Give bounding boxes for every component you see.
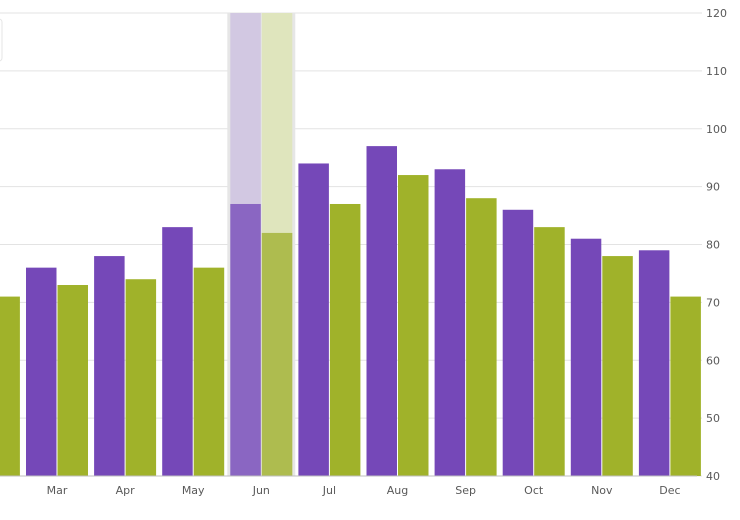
bar-aug-series-2[interactable] — [398, 175, 429, 477]
bar-may-series-1[interactable] — [162, 227, 193, 476]
bar-nov-series-2[interactable] — [602, 256, 633, 476]
y-tick-label: 60 — [706, 354, 720, 367]
bars — [0, 146, 701, 477]
bar-oct-series-2[interactable] — [534, 227, 565, 476]
y-tick-label: 90 — [706, 181, 720, 194]
x-tick-label: Nov — [591, 484, 613, 497]
y-tick-label: 120 — [706, 7, 727, 20]
x-tick-label: Dec — [659, 484, 680, 497]
bar-mar-series-1[interactable] — [26, 267, 57, 476]
x-tick-label: Jun — [252, 484, 270, 497]
bar-aug-series-1[interactable] — [366, 146, 398, 477]
bar-dec-series-1[interactable] — [638, 250, 670, 476]
y-tick-label: 110 — [706, 65, 727, 78]
bar-feb-series-2[interactable] — [0, 296, 20, 476]
y-tick-label: 100 — [706, 123, 727, 136]
bar-jun-series-1[interactable] — [230, 203, 261, 477]
y-tick-label: 70 — [706, 296, 720, 309]
y-axis-labels: 40 50 60 70 80 90 100 110 120 — [706, 7, 727, 483]
x-tick-label: Sep — [455, 484, 476, 497]
y-tick-label: 50 — [706, 412, 720, 425]
x-tick-label: Oct — [524, 484, 544, 497]
bar-dec-series-2[interactable] — [670, 296, 701, 476]
y-tick-label: 80 — [706, 239, 720, 252]
bar-apr-series-1[interactable] — [94, 256, 125, 476]
bar-nov-series-1[interactable] — [570, 238, 602, 476]
bar-jun-series-2[interactable] — [261, 232, 293, 476]
x-axis-labels: Mar Apr May Jun Jul Aug Sep Oct Nov Dec — [47, 484, 681, 497]
bar-mar-series-2[interactable] — [57, 285, 89, 476]
bar-sep-series-2[interactable] — [466, 198, 497, 476]
bar-oct-series-1[interactable] — [502, 209, 534, 476]
bar-apr-series-2[interactable] — [125, 279, 157, 476]
y-tick-label: 40 — [706, 470, 720, 483]
bar-may-series-2[interactable] — [193, 267, 225, 476]
x-tick-label: Apr — [116, 484, 136, 497]
tooltip-edge — [0, 18, 3, 62]
x-tick-label: Jul — [322, 484, 336, 497]
x-tick-label: Aug — [387, 484, 408, 497]
bar-jul-series-2[interactable] — [329, 203, 361, 477]
bar-sep-series-1[interactable] — [434, 169, 466, 476]
bar-jul-series-1[interactable] — [298, 163, 329, 476]
x-tick-label: May — [182, 484, 205, 497]
x-tick-label: Mar — [47, 484, 68, 497]
